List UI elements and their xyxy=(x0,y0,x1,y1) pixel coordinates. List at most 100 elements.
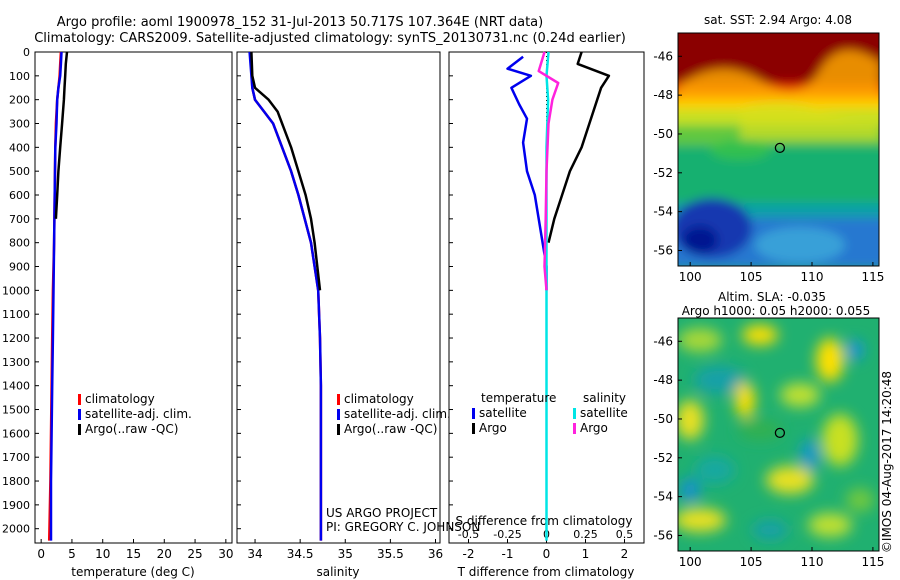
map-y-tick-label: -56 xyxy=(653,243,673,257)
map-y-tick-label: -52 xyxy=(653,166,673,180)
legend-label: satellite-adj. clim. xyxy=(344,407,451,421)
map-x-tick-label: 105 xyxy=(740,555,763,569)
legend-label: Argo(..raw -QC) xyxy=(344,422,437,436)
legend-swatch xyxy=(337,424,340,435)
map-x-tick-label: 115 xyxy=(861,555,884,569)
map-y-tick-label: -48 xyxy=(653,88,673,102)
x-axis-label-top: S difference from climatology xyxy=(456,514,633,528)
x-tick-label: -1 xyxy=(502,547,514,561)
plot-frame xyxy=(236,51,441,544)
map-y-tick-label: -46 xyxy=(653,49,673,63)
x-axis-label: temperature (deg C) xyxy=(71,565,194,579)
sla-anomaly-blob xyxy=(680,478,700,502)
credit-block: US ARGO PROJECT PI: GREGORY C. JOHNSON xyxy=(326,506,480,534)
sla-anomaly-blob xyxy=(752,520,788,540)
imos-credit: ©IMOS 04-Aug-2017 14:20:48 xyxy=(880,371,894,553)
sla-map-title: Altim. SLA: -0.035 xyxy=(718,290,826,304)
y-tick-label: 800 xyxy=(9,237,30,250)
y-tick-label: 100 xyxy=(9,70,30,83)
x-axis-label: T difference from climatology xyxy=(457,565,635,579)
legend-title-salinity: salinity xyxy=(583,391,626,405)
series-line-temperature-satellite xyxy=(506,55,548,291)
legend-label: climatology xyxy=(344,392,414,406)
sla-anomaly-blob xyxy=(846,488,874,512)
y-tick-label: 1600 xyxy=(2,427,30,440)
x-tick-label: 2 xyxy=(621,547,629,561)
y-tick-label: 1200 xyxy=(2,332,30,345)
sst-field-blurred xyxy=(678,33,879,266)
temperature-panel: 0100200300400500600700800900100011001200… xyxy=(2,46,233,579)
y-tick-label: 1900 xyxy=(2,499,30,512)
y-tick-label: 1300 xyxy=(2,356,30,369)
x-tick-label: 35 xyxy=(338,547,353,561)
sla-anomaly-blob xyxy=(678,328,722,352)
map-x-tick-label: 105 xyxy=(740,270,763,284)
sla-anomaly-blob xyxy=(816,338,844,382)
sst-map-title: sat. SST: 2.94 Argo: 4.08 xyxy=(704,13,852,27)
difference-panel: -2 -1 0 1 2-0.5 -0.25 0 0.25 0.5S difference fro… xyxy=(448,51,645,579)
salinity-panel: 34 34.5 35 35.5 36 salinity climatologysatelli… xyxy=(236,51,451,579)
map-y-tick-label: -52 xyxy=(653,451,673,465)
series-line-argo-raw-qc- xyxy=(54,51,69,219)
sla-map-subtitle: Argo h1000: 0.05 h2000: 0.055 xyxy=(682,304,871,318)
y-tick-label: 700 xyxy=(9,213,30,226)
x-axis-label: salinity xyxy=(316,565,359,579)
salinity-tick-label: 0.5 xyxy=(616,528,634,541)
figure-title-line1: Argo profile: aoml 1900978_152 31-Jul-20… xyxy=(57,15,543,30)
argo-location-marker xyxy=(774,142,786,154)
legend-label: Argo xyxy=(580,421,608,435)
sst-field xyxy=(678,33,879,266)
sla-anomaly-blob xyxy=(847,340,863,360)
map-y-tick-label: -54 xyxy=(653,205,673,219)
legend-swatch xyxy=(337,409,340,420)
series-line-satellite-adj-clim- xyxy=(248,51,323,541)
map-y-tick-label: -54 xyxy=(653,490,673,504)
legend-label: satellite-adj. clim. xyxy=(85,407,192,421)
legend-swatch xyxy=(78,394,81,405)
x-tick-label: 1 xyxy=(582,547,590,561)
y-tick-label: 2000 xyxy=(2,523,30,536)
credit-project: US ARGO PROJECT xyxy=(326,506,438,520)
sla-anomaly-blob xyxy=(678,508,726,532)
x-tick-label: 25 xyxy=(187,547,202,561)
x-tick-label: 35.5 xyxy=(377,547,404,561)
legend-swatch xyxy=(337,394,340,405)
y-tick-label: 900 xyxy=(9,261,30,274)
y-tick-label: 600 xyxy=(9,189,30,202)
map-x-tick-label: 110 xyxy=(801,555,824,569)
y-tick-label: 1700 xyxy=(2,451,30,464)
sla-anomaly-blob xyxy=(694,366,746,394)
y-tick-label: 1100 xyxy=(2,308,30,321)
x-tick-label: 20 xyxy=(157,547,172,561)
map-y-tick-label: -56 xyxy=(653,528,673,542)
map-y-tick-label: -46 xyxy=(653,334,673,348)
map-x-tick-label: 115 xyxy=(861,270,884,284)
y-tick-label: 400 xyxy=(9,141,30,154)
sla-field-blurred xyxy=(678,325,874,540)
map-x-tick-label: 110 xyxy=(801,270,824,284)
legend-label: satellite xyxy=(479,406,527,420)
series-line-argo-raw-qc- xyxy=(250,51,322,291)
argo-location-marker xyxy=(774,427,786,439)
legend-swatch xyxy=(573,423,576,434)
x-tick-label: 0 xyxy=(37,547,45,561)
y-tick-label: 500 xyxy=(9,165,30,178)
legend-label: satellite xyxy=(580,406,628,420)
y-tick-label: 1000 xyxy=(2,284,30,297)
x-tick-label: 36 xyxy=(428,547,443,561)
sst-map-panel: sat. SST: 2.94 Argo: 4.08 100 105 110 115 -46… xyxy=(653,13,884,284)
x-tick-label: 30 xyxy=(218,547,233,561)
x-tick-label: 10 xyxy=(95,547,110,561)
sla-anomaly-blob xyxy=(695,456,735,484)
salinity-tick-label: -0.25 xyxy=(493,528,521,541)
legend-swatch xyxy=(472,408,475,419)
figure-title-line2: Climatology: CARS2009. Satellite-adjuste… xyxy=(34,31,626,46)
map-y-tick-label: -50 xyxy=(653,127,673,141)
plot-frame xyxy=(34,51,233,544)
sst-cool-patch xyxy=(755,227,845,263)
series-line-satellite-adj-clim- xyxy=(49,51,63,541)
legend-label: Argo xyxy=(479,421,507,435)
sla-anomaly-blob xyxy=(742,325,778,345)
